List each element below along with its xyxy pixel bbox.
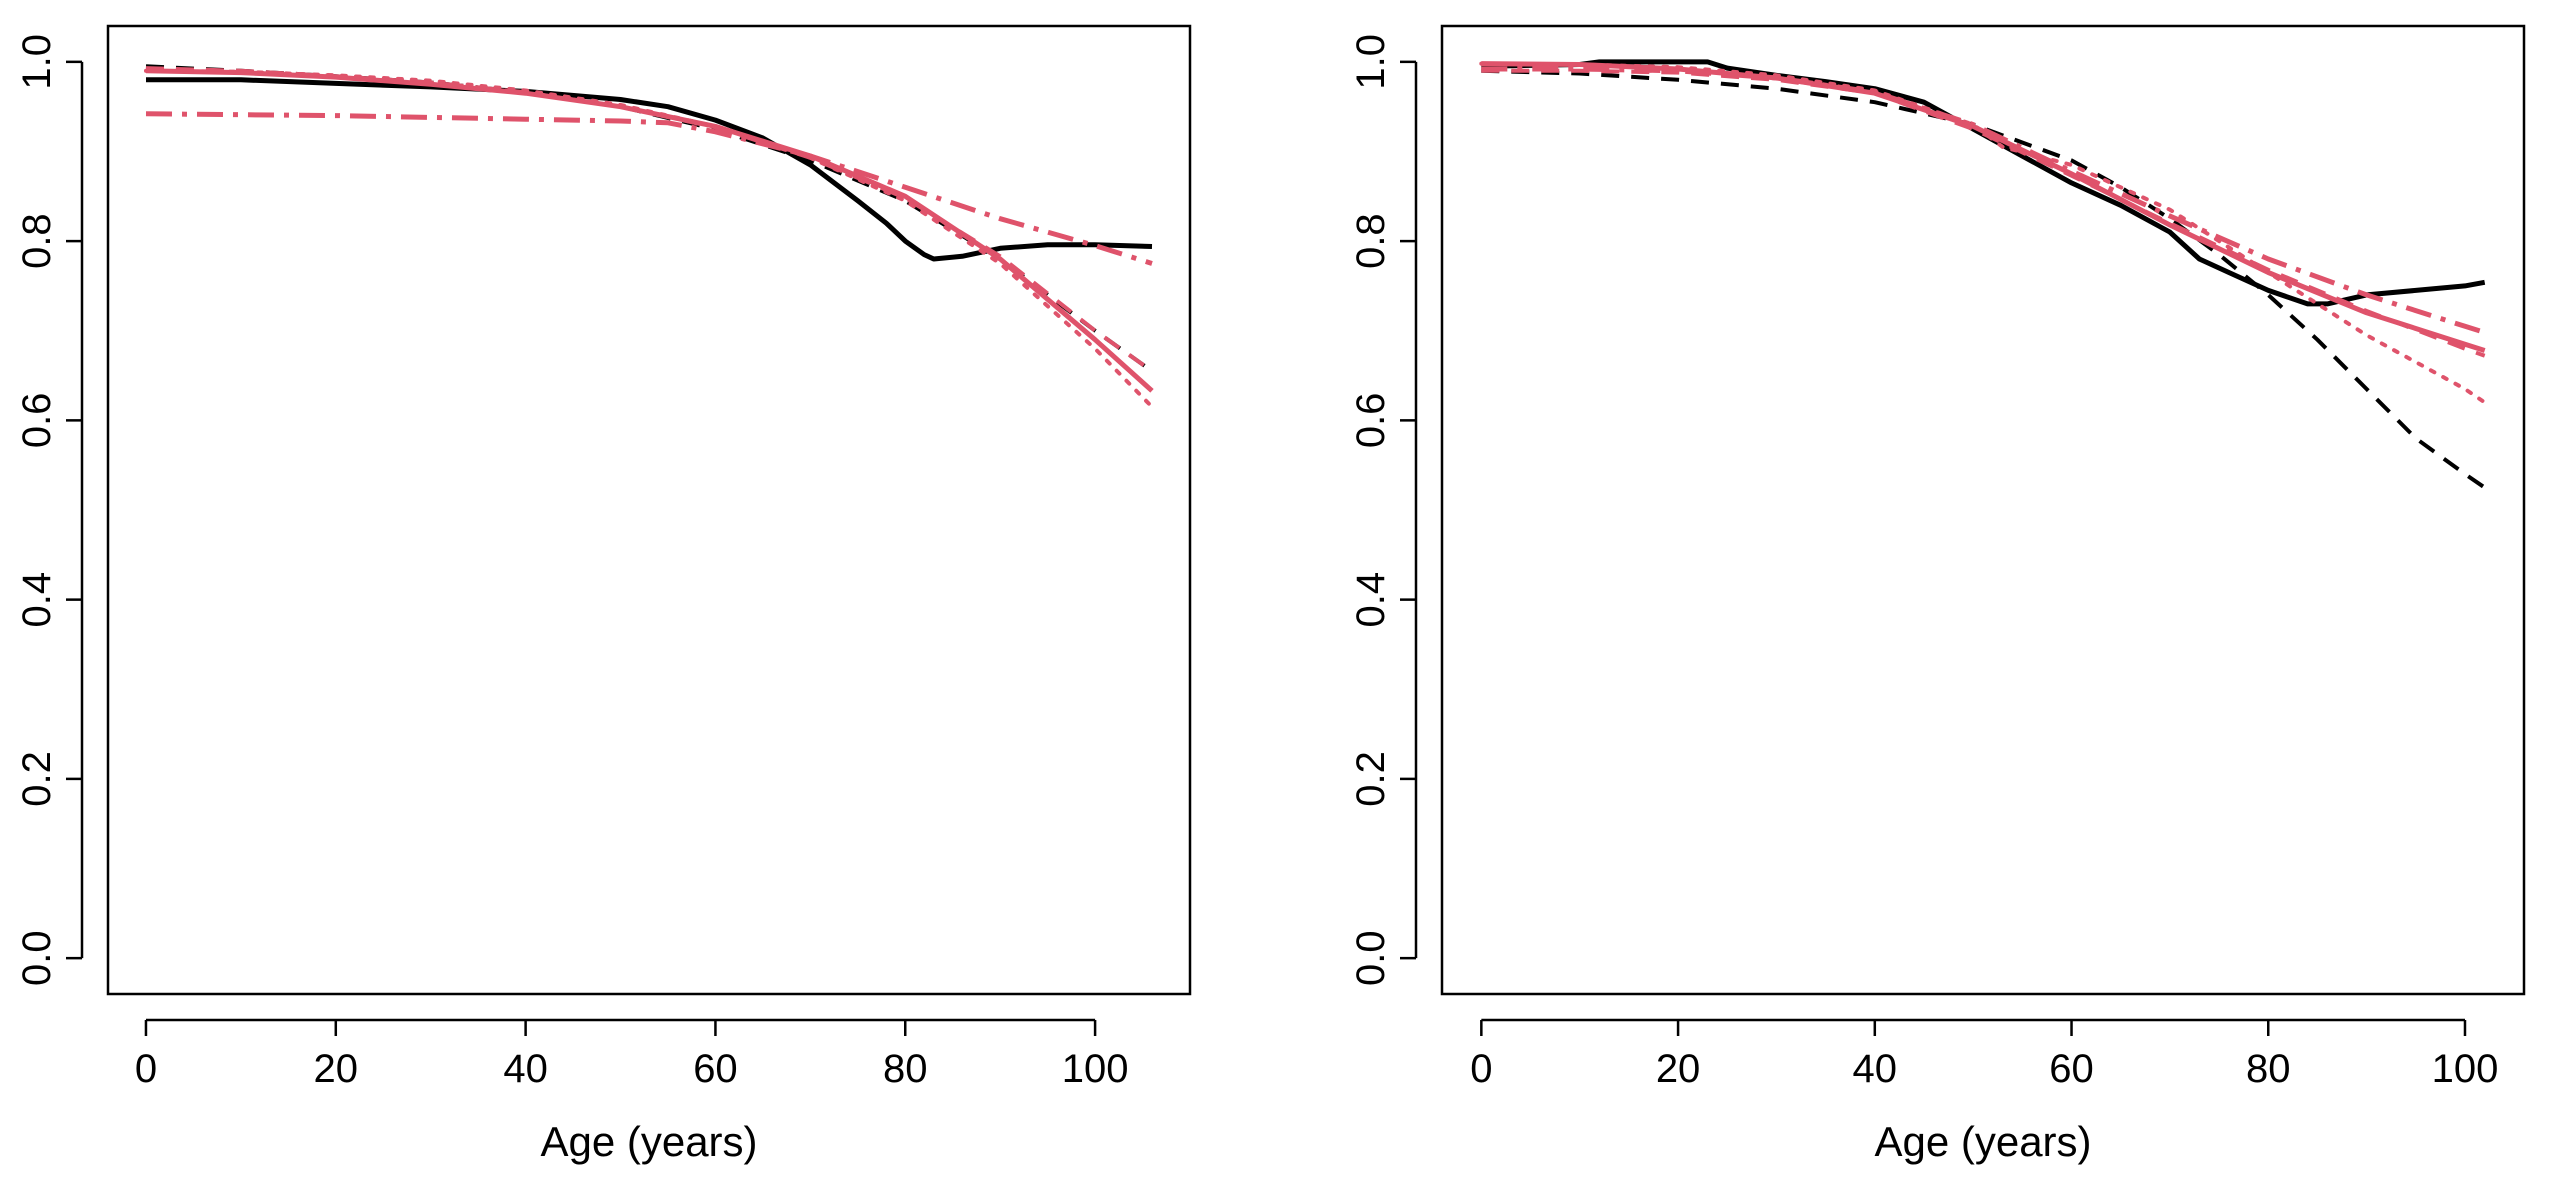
x-tick-label: 0: [1470, 1047, 1492, 1091]
x-tick-label: 40: [1853, 1047, 1898, 1091]
x-axis-title: Age (years): [540, 1118, 757, 1165]
plot-frame: [1440, 24, 2526, 996]
x-tick-label: 80: [2246, 1047, 2291, 1091]
x-tick-label: 20: [314, 1047, 359, 1091]
x-tick-label: 60: [2049, 1047, 2094, 1091]
x-tick-label: 100: [1062, 1047, 1129, 1091]
y-tick-label: 0.6: [15, 393, 59, 449]
x-tick-label: 40: [503, 1047, 548, 1091]
x-tick-label: 20: [1656, 1047, 1701, 1091]
y-tick-label: 1.0: [15, 34, 59, 90]
x-tick-label: 60: [693, 1047, 738, 1091]
series-line-0: [146, 77, 1153, 262]
plot-frame: [106, 24, 1192, 996]
y-tick-label: 0.2: [1349, 751, 1393, 807]
y-tick-label: 0.4: [15, 572, 59, 628]
series-line-2: [1481, 61, 2486, 353]
x-tick-label: 100: [2432, 1047, 2499, 1091]
y-tick-label: 0.6: [1349, 393, 1393, 449]
series-line-3: [1481, 68, 2486, 358]
series-line-1: [1481, 68, 2486, 490]
series-line-5: [145, 111, 1153, 266]
series-line-4: [144, 68, 1154, 409]
y-tick-label: 0.8: [15, 213, 59, 269]
x-tick-label: 0: [135, 1047, 157, 1091]
y-tick-label: 1.0: [1349, 34, 1393, 90]
y-tick-label: 0.8: [1349, 213, 1393, 269]
series-line-2: [145, 68, 1154, 393]
left-chart-panel: 0 20 40 60 80 100 Age (years) 0.0 0.2 0.4 0.6 0.8 1.…: [15, 24, 1192, 1165]
y-tick-label: 0.0: [15, 930, 59, 986]
x-tick-label: 80: [883, 1047, 928, 1091]
right-chart-panel: 0 20 40 60 80 100 Age (years) 0.0 0.2 0.4 0.6 0.8 1.…: [1349, 24, 2526, 1165]
series-line-3: [145, 66, 1154, 373]
x-axis-title: Age (years): [1874, 1118, 2091, 1165]
series-line-4: [1479, 61, 2487, 405]
y-tick-label: 0.4: [1349, 572, 1393, 628]
series-line-0: [1481, 59, 2486, 307]
y-tick-label: 0.0: [1349, 930, 1393, 986]
series-line-5: [1481, 66, 2486, 335]
y-tick-label: 0.2: [15, 751, 59, 807]
